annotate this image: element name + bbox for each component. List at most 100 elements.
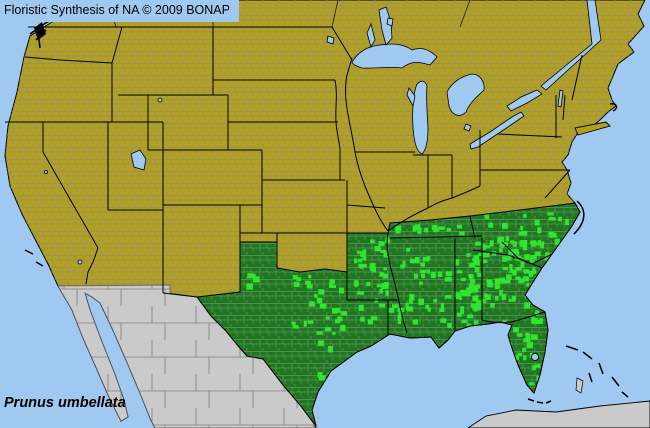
county-record-marker [526,342,533,349]
county-record-marker [325,327,331,332]
county-record-marker [534,364,541,368]
county-record-marker [340,311,348,316]
county-record-marker [394,225,402,231]
county-record-marker [524,254,530,260]
county-record-marker [306,284,313,289]
county-record-marker [486,279,493,283]
county-record-marker [388,307,395,313]
county-record-marker [530,255,537,260]
county-record-marker [369,265,373,271]
lake-champlain [557,89,564,108]
county-record-marker [515,250,520,255]
county-record-marker [547,212,554,216]
county-record-marker [474,304,479,310]
county-record-marker [468,274,474,279]
andros-island [575,377,584,394]
county-record-marker [438,226,445,230]
county-record-marker [454,260,459,266]
county-record-marker [247,273,254,279]
county-record-marker [476,300,482,307]
county-record-marker [541,241,545,245]
lake-huron [446,73,485,116]
county-record-marker [466,253,471,257]
county-record-marker [370,316,378,321]
county-record-marker [503,242,508,247]
county-record-marker [328,345,333,353]
county-record-marker [406,248,411,252]
county-record-marker [458,296,462,300]
county-record-marker [392,304,399,308]
county-record-marker [433,298,438,303]
county-record-marker [537,227,542,234]
county-record-marker [466,287,473,294]
county-record-marker [501,293,506,300]
county-record-marker [398,310,403,317]
county-record-marker [424,227,429,233]
county-record-marker [314,293,318,298]
species-name-label: Prunus umbellata [4,395,126,411]
county-record-marker [523,213,527,218]
county-record-marker [532,267,536,272]
county-record-marker [383,252,389,258]
county-record-marker [420,269,427,274]
county-record-marker [362,249,367,256]
puget-sound [34,22,46,40]
cape-cod [609,103,618,112]
county-record-marker [511,269,517,274]
county-record-marker [316,297,323,304]
county-record-marker [540,243,544,249]
county-record-marker [460,277,466,282]
county-record-marker [486,281,493,288]
county-record-marker [378,241,385,247]
county-record-marker [427,307,431,312]
county-record-marker [461,319,468,324]
lake-nipigon [386,17,394,27]
lake-erie [469,111,525,150]
great-salt-lake [130,149,147,171]
county-record-marker [379,303,386,308]
county-record-marker [473,320,479,325]
county-record-marker [414,273,419,279]
county-record-marker [467,314,474,319]
county-record-marker [499,248,503,253]
county-record-marker [524,302,531,309]
county-record-marker [528,271,534,276]
county-record-marker [497,236,505,244]
county-record-marker [319,375,326,381]
county-record-marker [362,263,367,268]
county-record-marker [525,276,529,282]
county-record-marker [371,266,377,273]
county-record-marker [554,238,560,246]
county-record-marker [459,231,465,236]
county-record-marker [340,324,346,332]
county-record-marker [494,278,500,285]
county-record-marker [551,232,557,238]
county-record-marker [456,224,463,229]
county-record-marker [529,258,534,264]
long-island [574,121,611,136]
county-record-marker [469,278,475,284]
county-record-marker [415,257,420,264]
green-bay [406,87,416,108]
county-record-marker [522,245,528,251]
county-record-marker [426,269,430,274]
lake-michigan [412,80,429,155]
county-record-marker [528,382,535,386]
county-record-marker [358,258,363,263]
county-record-marker [508,249,514,256]
county-record-marker [376,284,382,288]
county-record-marker [362,256,367,261]
county-record-marker [531,334,538,340]
county-record-marker [374,246,381,252]
county-record-marker [406,306,413,312]
county-record-marker [379,272,385,277]
lake-of-the-woods [326,35,335,45]
county-record-marker [427,256,431,261]
county-record-marker [558,216,562,222]
county-record-marker [318,289,325,295]
county-record-marker [515,267,522,271]
county-record-marker [509,266,513,273]
county-record-marker [515,355,519,361]
salton-sea [77,259,83,265]
